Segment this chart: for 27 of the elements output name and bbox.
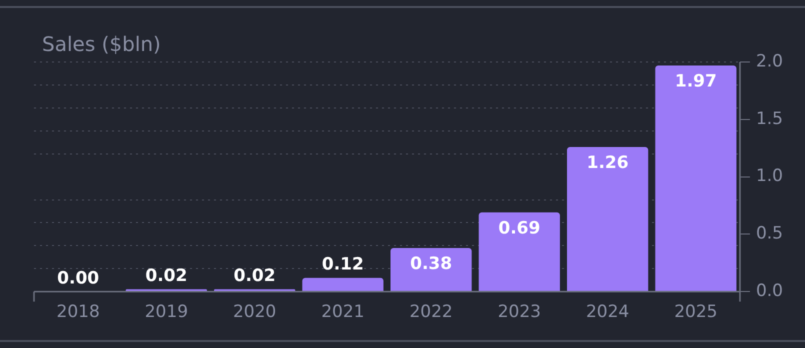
x-tick-label: 2025 <box>674 302 718 322</box>
y-tick-label: 1.0 <box>756 166 784 186</box>
bar <box>478 212 560 292</box>
bar <box>390 248 472 292</box>
data-label: 0.38 <box>410 254 452 274</box>
bar <box>655 65 736 292</box>
data-label: 0.12 <box>322 254 364 275</box>
bar <box>302 278 384 292</box>
x-tick-label: 2019 <box>144 302 188 322</box>
x-tick-label: 2020 <box>232 302 276 322</box>
x-tick-label: 2022 <box>409 302 453 322</box>
x-tick-label: 2024 <box>586 302 630 322</box>
y-tick-label: 2.0 <box>756 51 784 72</box>
y-tick-label: 0.5 <box>756 224 784 244</box>
bar <box>567 146 648 292</box>
x-tick-label: 2018 <box>56 302 100 322</box>
chart-title: Sales ($bln) <box>42 32 161 56</box>
data-label: 0.69 <box>498 218 540 238</box>
y-tick-label: 1.5 <box>756 108 784 129</box>
data-label: 0.02 <box>145 266 188 286</box>
data-label: 0.00 <box>57 268 100 289</box>
data-label: 1.26 <box>586 152 629 173</box>
data-label: 0.02 <box>234 266 276 286</box>
x-tick-label: 2023 <box>498 302 541 322</box>
y-tick-label: 0.0 <box>756 281 784 302</box>
data-label: 1.97 <box>674 71 717 92</box>
x-tick-label: 2021 <box>321 302 364 322</box>
